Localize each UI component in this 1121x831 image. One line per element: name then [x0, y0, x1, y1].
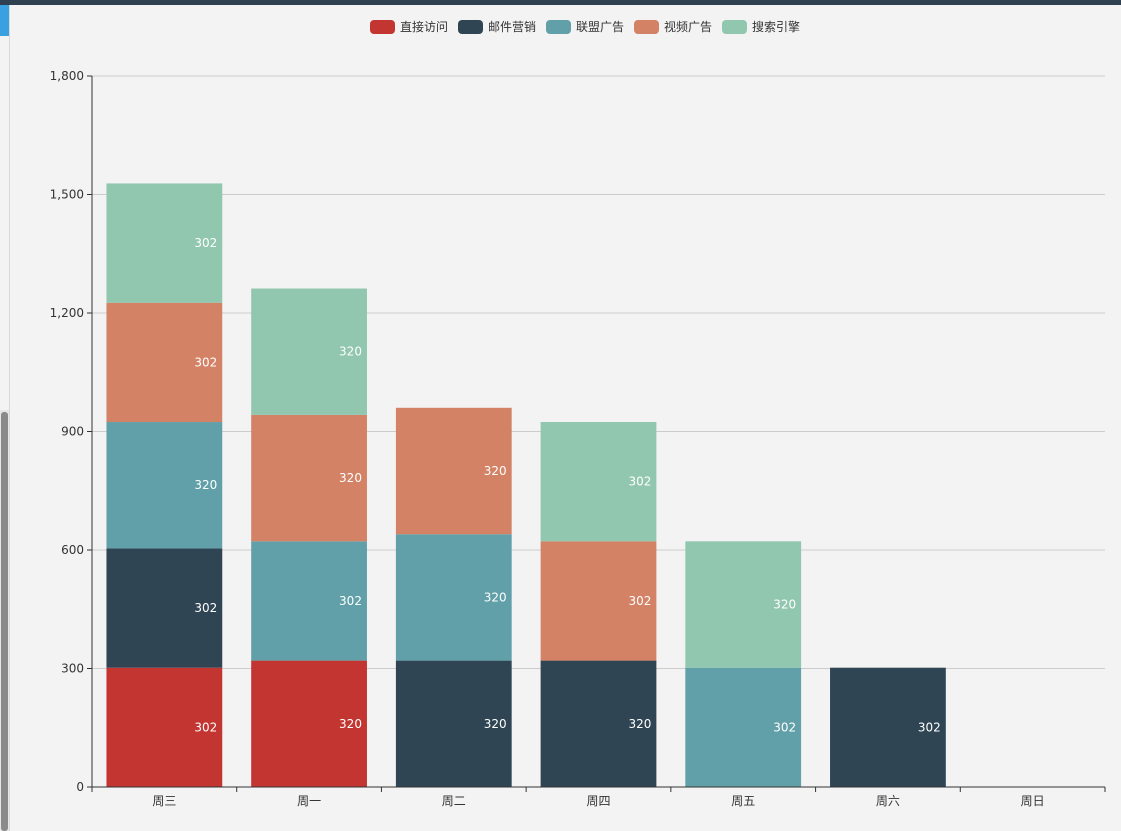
legend[interactable]: 直接访问 邮件营销 联盟广告 视频广告 搜索引擎: [370, 19, 800, 34]
x-tick-label: 周四: [586, 794, 610, 808]
x-tick-label: 周六: [876, 794, 900, 808]
data-label: 320: [628, 717, 651, 731]
data-label: 302: [194, 720, 217, 734]
sidebar-accent: [0, 5, 9, 36]
data-label: 320: [339, 717, 362, 731]
bar[interactable]: [395, 534, 512, 661]
bar[interactable]: [251, 288, 367, 415]
y-tick-label: 1,500: [50, 188, 84, 202]
data-label: 302: [628, 594, 651, 608]
scrollbar-thumb[interactable]: [1, 412, 8, 831]
legend-item[interactable]: 联盟广告: [546, 20, 624, 34]
legend-swatch: [370, 20, 395, 34]
data-label: 320: [339, 471, 362, 485]
y-tick-label: 300: [61, 662, 84, 676]
bar[interactable]: [685, 667, 802, 787]
legend-swatch: [546, 20, 571, 34]
y-tick-label: 600: [61, 543, 84, 557]
bar[interactable]: [395, 407, 512, 535]
x-tick-label: 周三: [152, 794, 176, 808]
bar[interactable]: [540, 541, 657, 661]
data-label: 302: [918, 720, 941, 734]
bar[interactable]: [395, 660, 512, 787]
legend-label: 视频广告: [664, 19, 712, 34]
bar[interactable]: [251, 414, 367, 542]
data-label: 302: [194, 355, 217, 369]
legend-swatch: [634, 20, 659, 34]
bar[interactable]: [106, 667, 223, 787]
data-label: 302: [194, 236, 217, 250]
data-label: 320: [339, 345, 362, 359]
y-tick-label: 0: [76, 780, 84, 794]
bar[interactable]: [540, 660, 657, 787]
legend-label: 邮件营销: [488, 20, 536, 34]
data-label: 320: [484, 464, 507, 478]
bar[interactable]: [251, 660, 367, 787]
window-top-bar: [0, 0, 1121, 5]
y-tick-label: 1,200: [50, 306, 84, 320]
x-tick-label: 周一: [297, 794, 321, 808]
bar[interactable]: [106, 183, 223, 303]
x-tick-label: 周日: [1021, 794, 1045, 808]
bar[interactable]: [106, 302, 223, 423]
bars[interactable]: 302 302 320 302 302 320 302 320 320 320 320 320 320 3…: [106, 183, 946, 787]
data-label: 302: [194, 601, 217, 615]
sidebar-border: [9, 5, 10, 831]
bar[interactable]: [106, 422, 223, 549]
x-tick-label: 周五: [731, 794, 755, 808]
data-label: 302: [339, 594, 362, 608]
y-tick-label: 1,800: [50, 69, 84, 83]
legend-swatch: [722, 20, 747, 34]
bar[interactable]: [830, 667, 946, 787]
data-label: 320: [484, 590, 507, 604]
bar[interactable]: [106, 548, 223, 668]
legend-item[interactable]: 视频广告: [634, 19, 712, 34]
legend-item[interactable]: 直接访问: [370, 19, 448, 34]
legend-item[interactable]: 搜索引擎: [722, 19, 800, 34]
legend-item[interactable]: 邮件营销: [458, 20, 536, 34]
data-label: 302: [628, 475, 651, 489]
data-label: 320: [773, 598, 796, 612]
data-label: 320: [194, 478, 217, 492]
legend-label: 搜索引擎: [752, 19, 800, 34]
legend-swatch: [458, 20, 483, 34]
axes: 0 300 600 900 1,200 1,500 1,800 周三 周一 周二 周四 周五 周六 周日: [50, 69, 1106, 808]
bar[interactable]: [540, 422, 657, 542]
legend-label: 直接访问: [400, 19, 448, 34]
bar[interactable]: [251, 541, 367, 661]
data-label: 302: [773, 720, 796, 734]
x-tick-label: 周二: [442, 794, 466, 808]
bar[interactable]: [685, 541, 802, 668]
y-tick-label: 900: [61, 425, 84, 439]
data-label: 320: [484, 717, 507, 731]
legend-label: 联盟广告: [576, 20, 624, 34]
